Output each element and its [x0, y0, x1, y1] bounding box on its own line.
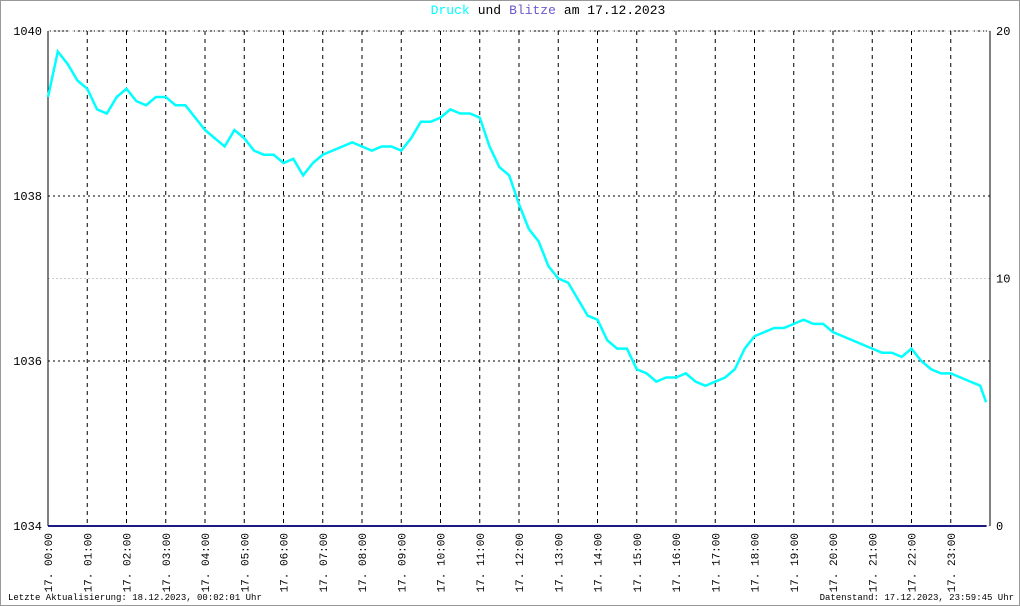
- x-tick-label: 17. 11:00: [476, 533, 488, 592]
- x-tick-label: 17. 07:00: [319, 533, 331, 592]
- footer-right: Datenstand: 17.12.2023, 23:59:45 Uhr: [820, 593, 1014, 603]
- y2-tick-label: 20: [996, 25, 1010, 39]
- x-tick-label: 17. 04:00: [201, 533, 213, 592]
- x-tick-label: 17. 05:00: [240, 533, 252, 592]
- series-line: [46, 48, 988, 403]
- y2-tick-label: 0: [996, 520, 1003, 534]
- x-tick-label: 17. 03:00: [162, 533, 174, 592]
- x-tick-label: 17. 02:00: [123, 533, 135, 592]
- x-tick-label: 17. 01:00: [83, 533, 95, 592]
- y2-tick-label: 10: [996, 273, 1010, 287]
- x-tick-label: 17. 10:00: [437, 533, 449, 592]
- x-tick-label: 17. 22:00: [908, 533, 920, 592]
- title-part: am 17.12.2023: [564, 3, 665, 18]
- x-tick-label: 17. 17:00: [711, 533, 723, 592]
- x-tick-label: 17. 06:00: [280, 533, 292, 592]
- x-tick-label: 17. 15:00: [633, 533, 645, 592]
- x-tick-label: 17. 19:00: [790, 533, 802, 592]
- title-part: Druck: [431, 3, 470, 18]
- x-tick-label: 17. 23:00: [947, 533, 959, 592]
- y-tick-label: 1034: [13, 520, 42, 534]
- x-tick-label: 17. 12:00: [515, 533, 527, 592]
- x-tick-label: 17. 16:00: [672, 533, 684, 592]
- x-tick-label: 17. 08:00: [358, 533, 370, 592]
- y-tick-label: 1036: [13, 355, 42, 369]
- chart-title: Druck und Blitze am 17.12.2023: [431, 3, 666, 18]
- x-tick-label: 17. 20:00: [829, 533, 841, 592]
- title-part: und: [478, 3, 501, 18]
- footer-left: Letzte Aktualisierung: 18.12.2023, 00:02…: [8, 593, 262, 603]
- x-tick-label: 17. 13:00: [554, 533, 566, 592]
- title-part: Blitze: [509, 3, 556, 18]
- x-tick-label: 17. 18:00: [751, 533, 763, 592]
- x-tick-label: 17. 14:00: [594, 533, 606, 592]
- x-tick-label: 17. 21:00: [868, 533, 880, 592]
- y-tick-label: 1038: [13, 190, 42, 204]
- y-tick-label: 1040: [13, 25, 42, 39]
- x-tick-label: 17. 00:00: [44, 533, 56, 592]
- x-tick-label: 17. 09:00: [397, 533, 409, 592]
